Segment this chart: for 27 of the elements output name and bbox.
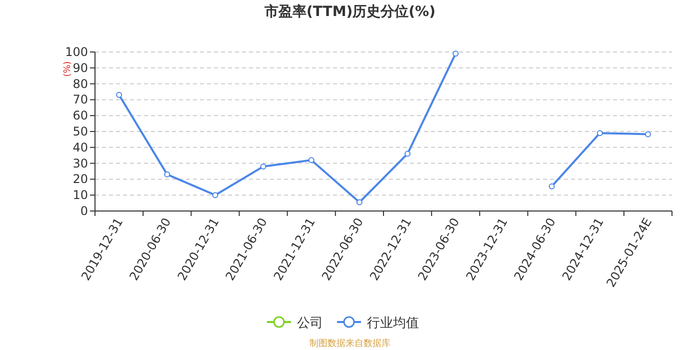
y-tick-label: 0 xyxy=(80,204,88,218)
point xyxy=(212,192,218,198)
point xyxy=(404,150,411,157)
text: 制图数据来自数据库 xyxy=(310,338,390,349)
legend-label: 公司 xyxy=(297,316,323,331)
y-tick-label: 30 xyxy=(72,156,88,170)
point xyxy=(548,183,555,190)
point xyxy=(116,92,122,98)
point xyxy=(308,157,314,164)
point xyxy=(644,131,651,138)
y-axis-title: (%) xyxy=(63,61,73,77)
y-tick-label: 70 xyxy=(72,92,88,107)
y-tick-label: 40 xyxy=(72,140,88,154)
point xyxy=(260,163,266,170)
y-tick-label: 20 xyxy=(72,172,88,186)
chart-title: 市盈率(TTM)历史分位(%) xyxy=(264,3,436,20)
y-tick-label: 80 xyxy=(72,76,88,91)
point xyxy=(164,171,170,178)
y-tick-label: 60 xyxy=(72,108,88,123)
y-tick-label: 50 xyxy=(72,124,88,138)
point xyxy=(596,130,603,136)
y-tick-label: 100 xyxy=(65,45,88,59)
point xyxy=(356,199,362,206)
point xyxy=(452,50,459,57)
y-tick-label: 10 xyxy=(72,188,88,202)
y-tick-label: 90 xyxy=(72,60,88,75)
legend-label: 行业均值 xyxy=(367,316,419,331)
